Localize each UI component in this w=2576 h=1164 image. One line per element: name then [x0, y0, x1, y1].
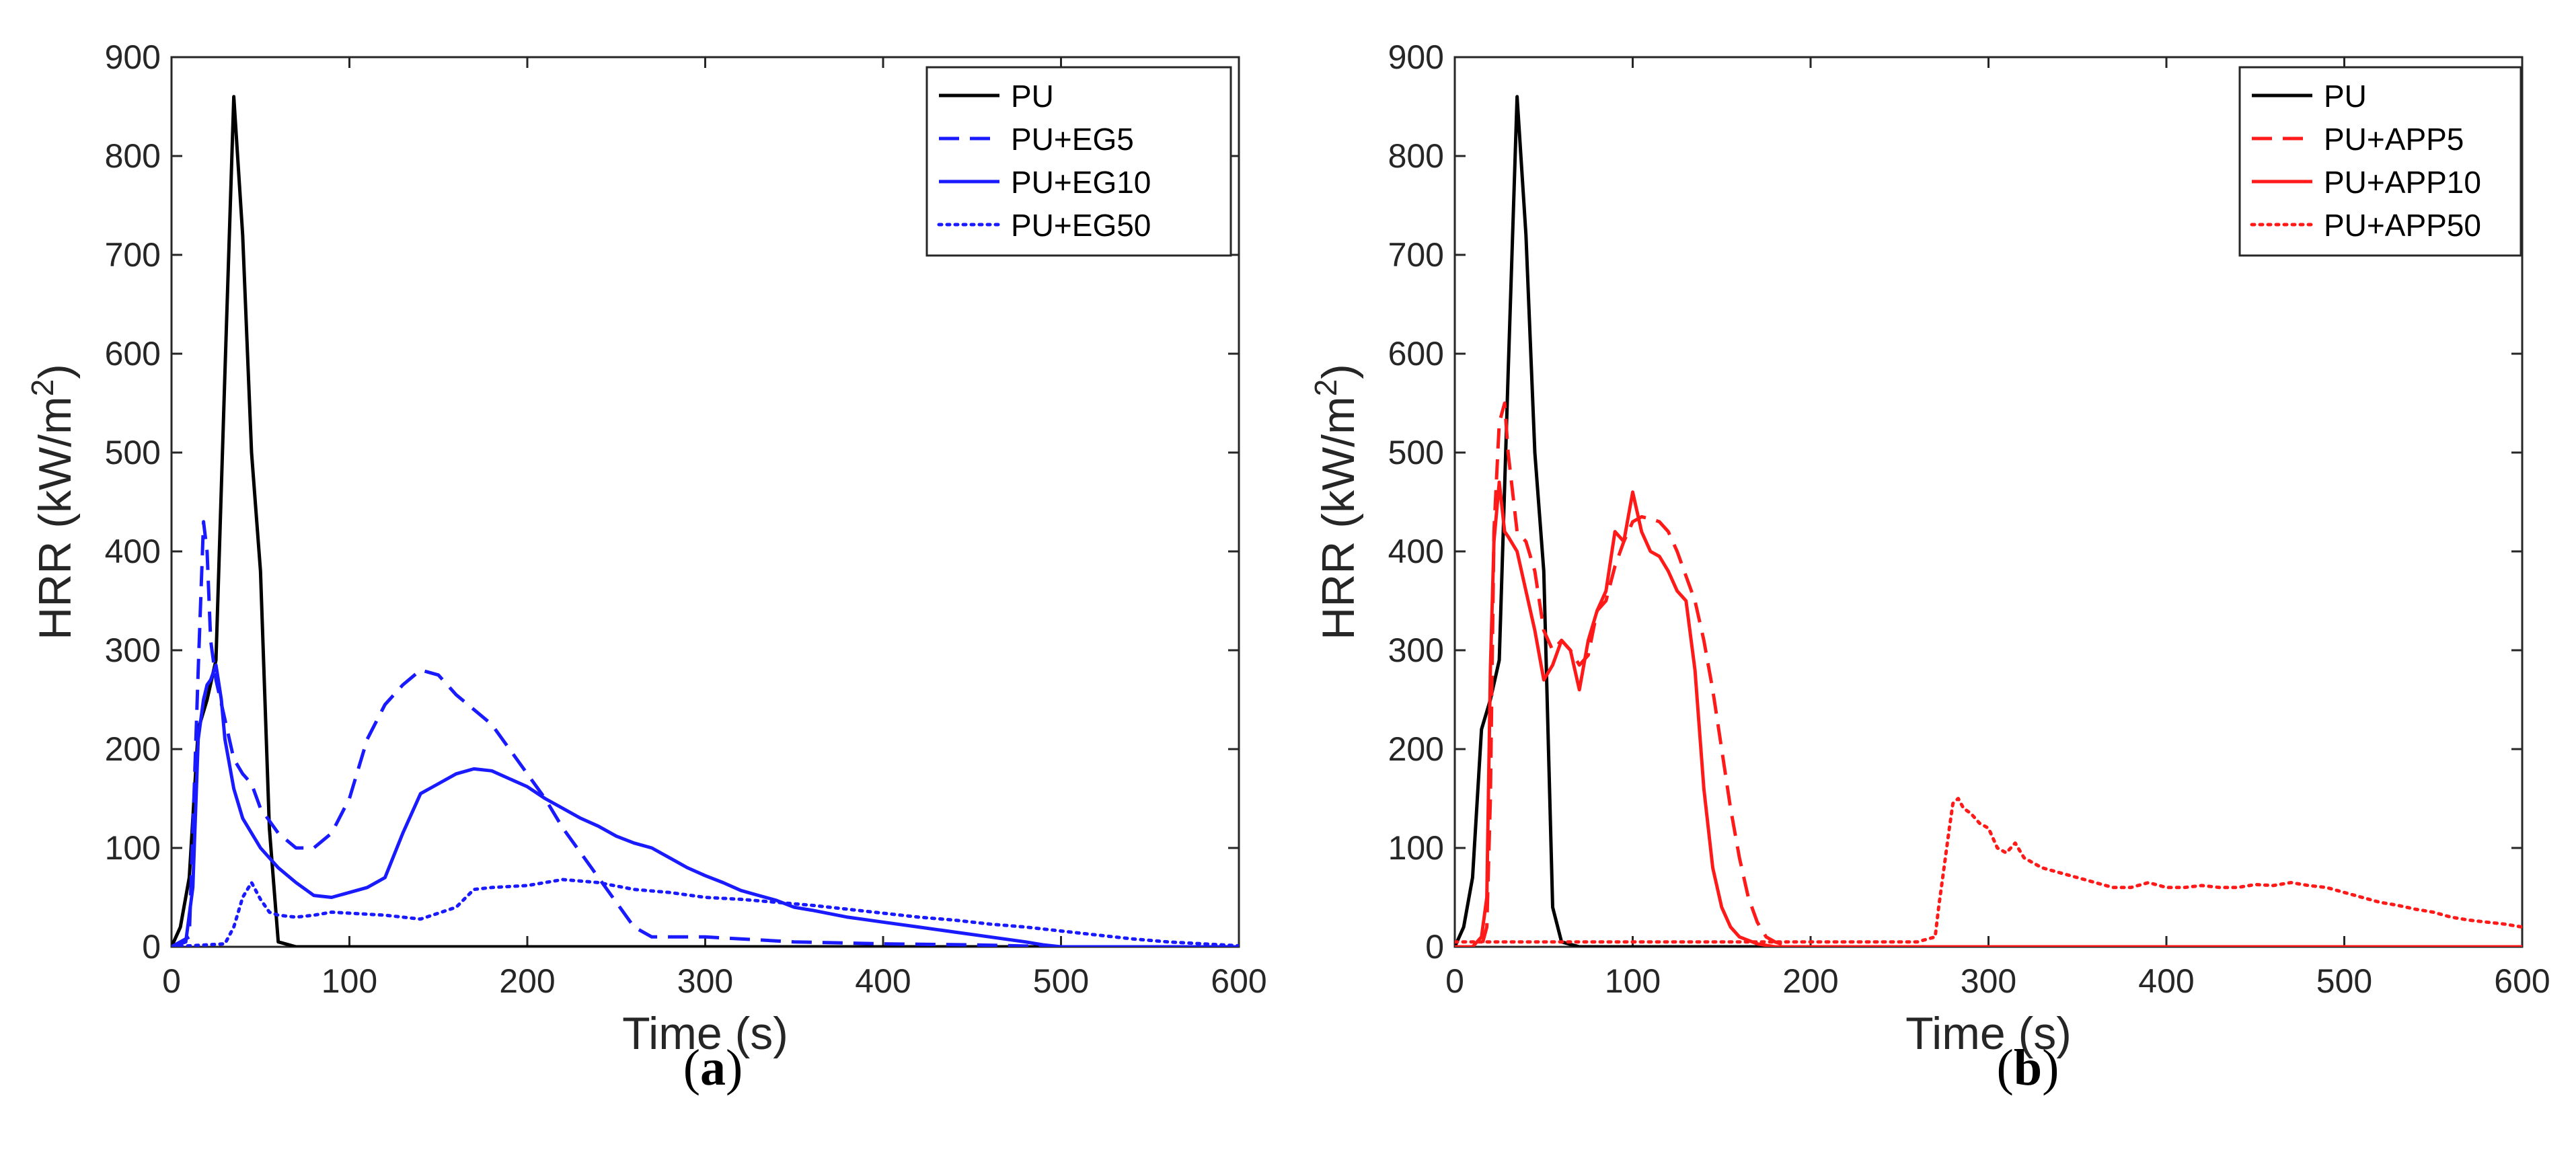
legend-box: [925, 66, 1232, 257]
series-line-pu-eg50: [172, 878, 1239, 947]
y-tick-label: 900: [105, 38, 161, 76]
legend-label: PU+APP5: [2324, 122, 2464, 157]
legend: PU PU+EG5 PU+EG10 PU+EG50: [925, 66, 1232, 257]
y-axis-label: HRR (kW/m2): [1308, 364, 1364, 640]
y-tick-label: 100: [105, 829, 161, 867]
x-tick-label: 100: [321, 962, 377, 1000]
legend-label: PU+EG10: [1011, 165, 1151, 200]
y-tick-label: 400: [1388, 533, 1444, 570]
x-tick-label: 600: [1211, 962, 1266, 1000]
panel-label-a: (a): [683, 1040, 743, 1096]
legend: PU PU+APP5 PU+APP10 PU+APP50: [2238, 66, 2522, 257]
y-tick-label: 100: [1388, 829, 1444, 867]
series-group: [172, 95, 1239, 947]
y-tick-label: 700: [1388, 236, 1444, 274]
y-tick-label: 0: [1425, 928, 1444, 966]
x-tick-label: 400: [2138, 962, 2194, 1000]
series-group: [1455, 95, 2522, 947]
x-axis-label: Time (s): [622, 1008, 788, 1059]
y-tick-label: 600: [1388, 335, 1444, 373]
y-tick-label: 800: [1388, 137, 1444, 175]
series-line-pu: [1455, 95, 2522, 947]
y-tick-label: 900: [1388, 38, 1444, 76]
legend-label: PU+APP50: [2324, 208, 2481, 243]
y-tick-label: 500: [1388, 434, 1444, 471]
y-tick-label: 700: [105, 236, 161, 274]
panel-label-b: (b): [1996, 1040, 2059, 1096]
x-tick-label: 600: [2494, 962, 2550, 1000]
x-tick-label: 300: [677, 962, 733, 1000]
series-line-pu-eg5: [172, 520, 1239, 947]
x-tick-label: 200: [1782, 962, 1838, 1000]
chart-panel-a: 0 100 200 300 400 500 600 0 100 200 300 400 500 600 70…: [25, 38, 1267, 1059]
series-line-pu-app5: [1455, 401, 2522, 947]
legend-label: PU+APP10: [2324, 165, 2481, 200]
series-line-pu-app10: [1455, 480, 2522, 947]
y-tick-label: 300: [1388, 631, 1444, 669]
legend-label: PU+EG5: [1011, 122, 1134, 157]
x-tick-label: 500: [1033, 962, 1089, 1000]
x-tick-label: 200: [499, 962, 555, 1000]
y-tick-label: 200: [105, 730, 161, 768]
legend-label: PU+EG50: [1011, 208, 1151, 243]
series-line-pu-app50: [1455, 797, 2522, 944]
y-tick-label: 400: [105, 533, 161, 570]
x-axis-label: Time (s): [1905, 1008, 2072, 1059]
y-tick-label: 500: [105, 434, 161, 471]
x-tick-label: 100: [1605, 962, 1661, 1000]
y-tick-label: 0: [142, 928, 161, 966]
x-tick-label: 500: [2316, 962, 2372, 1000]
x-tick-label: 0: [162, 962, 181, 1000]
x-tick-label: 0: [1445, 962, 1464, 1000]
legend-label: PU: [2324, 79, 2367, 114]
x-tick-label: 300: [1961, 962, 2016, 1000]
series-line-pu-eg10: [172, 663, 1239, 947]
y-tick-label: 200: [1388, 730, 1444, 768]
x-tick-label: 400: [855, 962, 911, 1000]
legend-label: PU: [1011, 79, 1054, 114]
chart-panel-b: 0 100 200 300 400 500 600 0 100 200 300 400 500 600 70…: [1308, 38, 2550, 1059]
y-tick-label: 800: [105, 137, 161, 175]
y-axis-label: HRR (kW/m2): [25, 364, 81, 640]
y-tick-label: 300: [105, 631, 161, 669]
y-tick-label: 600: [105, 335, 161, 373]
